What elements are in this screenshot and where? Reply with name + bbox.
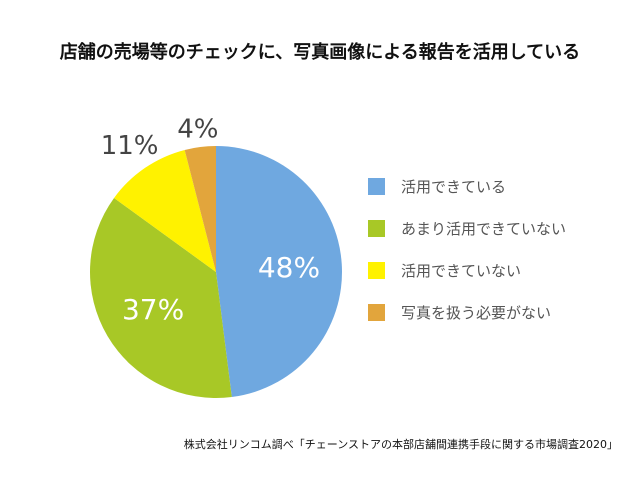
pie-slice bbox=[114, 149, 216, 272]
legend-item: 写真を扱う必要がない bbox=[368, 302, 566, 322]
slice-label: 11% bbox=[101, 131, 159, 161]
legend-swatch bbox=[368, 261, 385, 279]
legend-item: 活用できていない bbox=[368, 260, 566, 280]
source-note: 株式会社リンコム調べ「チェーンストアの本部店舗間連携手段に関する市場調査2020… bbox=[183, 438, 618, 451]
legend-swatch bbox=[368, 177, 385, 195]
slice-label: 48% bbox=[258, 251, 320, 284]
legend-item: あまり活用できていない bbox=[368, 218, 566, 238]
legend: 活用できている あまり活用できていない 活用できていない 写真を扱う必要がない bbox=[368, 176, 566, 344]
legend-label: 写真を扱う必要がない bbox=[401, 303, 552, 322]
slice-label: 37% bbox=[122, 293, 184, 326]
legend-label: 活用できていない bbox=[401, 261, 522, 280]
legend-label: あまり活用できていない bbox=[401, 219, 567, 238]
legend-swatch bbox=[368, 219, 385, 237]
legend-label: 活用できている bbox=[401, 177, 507, 196]
pie-slice bbox=[90, 197, 232, 398]
pie-slice bbox=[216, 146, 343, 398]
legend-swatch bbox=[368, 303, 385, 321]
pie-slice bbox=[184, 146, 216, 272]
slice-label: 4% bbox=[177, 114, 218, 144]
legend-item: 活用できている bbox=[368, 176, 566, 196]
chart-title: 店舗の売場等のチェックに、写真画像による報告を活用している bbox=[59, 42, 581, 63]
